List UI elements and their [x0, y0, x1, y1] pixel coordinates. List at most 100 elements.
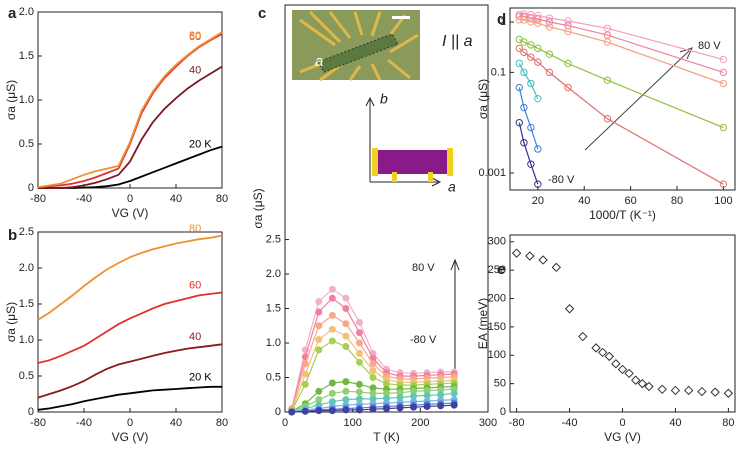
- y-tick-label: 0: [28, 406, 34, 418]
- y-axis-label: σa (μS): [4, 302, 18, 342]
- series-line: [38, 65, 223, 189]
- point: [342, 294, 350, 302]
- point: [710, 387, 720, 397]
- point: [315, 387, 323, 395]
- point: [545, 23, 554, 31]
- y-tick-label: 1.0: [266, 337, 281, 349]
- point: [527, 41, 535, 49]
- point: [396, 404, 404, 412]
- x-tick-label: 80: [216, 417, 228, 429]
- point: [315, 308, 323, 316]
- x-axis-label: T (K): [373, 430, 399, 444]
- point: [342, 378, 350, 386]
- x-tick-label: 20: [532, 195, 544, 207]
- panel-letter: c: [258, 5, 266, 22]
- x-tick-label: 0: [619, 417, 625, 429]
- y-axis-label: EA (meV): [476, 298, 490, 349]
- point: [328, 294, 336, 302]
- point: [328, 311, 336, 319]
- point: [545, 68, 554, 77]
- point: [369, 367, 377, 375]
- point: [534, 19, 542, 27]
- annotation: -80 V: [548, 174, 575, 186]
- x-tick-label: 40: [170, 193, 182, 205]
- point: [697, 386, 707, 397]
- point: [369, 360, 377, 368]
- panel-letter: a: [8, 5, 17, 22]
- point: [719, 79, 728, 88]
- x-tick-label: -40: [76, 193, 92, 205]
- point: [301, 370, 309, 378]
- y-tick-label: 1: [500, 16, 506, 28]
- series-line: [518, 47, 724, 185]
- y-tick-label: 1.5: [19, 50, 34, 62]
- point: [520, 139, 528, 147]
- point: [328, 325, 336, 333]
- point: [355, 339, 363, 347]
- point: [515, 44, 523, 53]
- point: [527, 18, 535, 26]
- point: [591, 343, 601, 353]
- point: [301, 360, 309, 368]
- series-line: [519, 38, 724, 129]
- point: [342, 406, 350, 414]
- x-axis-label: VG (V): [112, 206, 149, 220]
- point: [564, 59, 572, 68]
- point: [564, 83, 572, 92]
- point: [683, 385, 694, 396]
- x-tick-label: -80: [30, 193, 46, 205]
- x-axis-label: VG (V): [604, 430, 641, 444]
- point: [355, 358, 363, 366]
- point: [355, 318, 363, 326]
- point: [342, 332, 350, 340]
- point: [355, 349, 363, 357]
- point: [369, 374, 377, 382]
- point: [534, 58, 542, 66]
- point: [564, 21, 572, 30]
- point: [534, 15, 542, 23]
- point: [545, 18, 554, 26]
- point: [527, 14, 535, 22]
- point: [328, 379, 336, 387]
- y-tick-label: 200: [488, 292, 506, 304]
- point: [515, 12, 523, 20]
- annotation: I || a: [442, 33, 473, 50]
- point: [597, 347, 608, 358]
- y-tick-label: 250: [488, 264, 506, 276]
- y-tick-label: 2.0: [266, 268, 281, 280]
- point: [520, 16, 528, 24]
- point: [515, 59, 523, 68]
- point: [603, 31, 612, 39]
- point: [342, 387, 350, 395]
- point: [315, 322, 323, 330]
- panel-letter: b: [8, 227, 17, 244]
- y-tick-label: 0.5: [19, 370, 34, 382]
- point: [534, 44, 542, 53]
- series-label: 80: [189, 30, 201, 42]
- point: [342, 320, 350, 328]
- point: [624, 368, 634, 379]
- point: [315, 336, 323, 344]
- series-line: [37, 343, 223, 399]
- x-tick-label: 300: [479, 417, 497, 429]
- y-axis-label: σa (μS): [251, 188, 265, 228]
- point: [564, 17, 572, 25]
- point: [564, 304, 575, 314]
- x-tick-label: 40: [669, 417, 681, 429]
- series-label: 80: [189, 223, 201, 235]
- point: [527, 123, 535, 132]
- point: [355, 380, 363, 388]
- x-tick-label: 200: [411, 417, 429, 429]
- point: [578, 331, 588, 342]
- x-tick-label: 40: [170, 417, 182, 429]
- y-tick-label: 1.0: [19, 94, 34, 106]
- series-label: 60: [189, 279, 201, 291]
- point: [520, 38, 528, 46]
- point: [534, 94, 542, 103]
- y-tick-label: 2.5: [19, 226, 34, 238]
- point: [342, 305, 350, 313]
- point: [545, 14, 554, 22]
- series-line: [518, 63, 539, 99]
- annotation: 80 V: [412, 262, 435, 274]
